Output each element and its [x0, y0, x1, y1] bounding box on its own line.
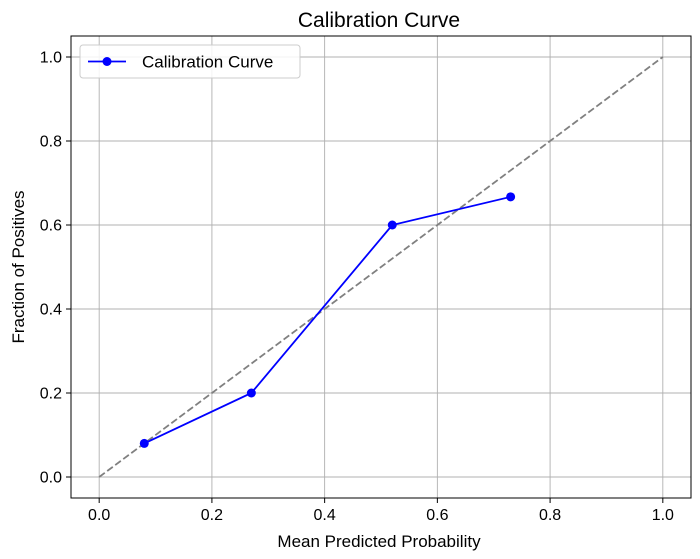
- x-tick-label: 0.4: [314, 507, 336, 524]
- y-tick-label: 0.8: [40, 134, 62, 151]
- x-tick-label: 0.2: [201, 507, 223, 524]
- y-tick-label: 0.0: [40, 470, 62, 487]
- legend-box: [79, 44, 301, 79]
- x-tick-label: 1.0: [652, 507, 674, 524]
- y-axis-label: Fraction of Positives: [9, 190, 28, 343]
- legend-label: Calibration Curve: [142, 53, 273, 72]
- reference-line-group: [98, 56, 664, 478]
- x-tick-label: 0.8: [539, 507, 561, 524]
- chart-title: Calibration Curve: [298, 9, 460, 32]
- data-point: [246, 388, 256, 398]
- x-tick-label: 0.0: [88, 507, 110, 524]
- y-tick-label: 0.2: [40, 386, 62, 403]
- perfect-calibration-reference-line: [98, 56, 664, 478]
- data-point: [506, 192, 516, 202]
- data-point: [387, 220, 397, 230]
- data-point: [139, 438, 149, 448]
- legend-marker-swatch: [102, 57, 112, 66]
- plot-area-frame: [70, 35, 692, 499]
- y-axis-ticks: 0.0 0.2 0.4 0.6 0.8 1.0: [40, 50, 71, 487]
- y-tick-label: 0.6: [40, 218, 62, 235]
- y-tick-label: 0.4: [40, 302, 62, 319]
- series-group: [139, 192, 516, 448]
- series-line: [143, 195, 511, 445]
- legend: Calibration Curve: [79, 44, 301, 79]
- y-tick-label: 1.0: [40, 50, 62, 67]
- x-axis-ticks: 0.0 0.2 0.4 0.6 0.8 1.0: [88, 498, 674, 524]
- x-axis-label: Mean Predicted Probability: [277, 532, 481, 551]
- x-tick-label: 0.6: [426, 507, 448, 524]
